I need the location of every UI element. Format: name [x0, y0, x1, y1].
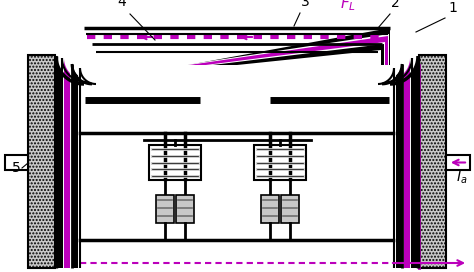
Polygon shape	[56, 28, 418, 268]
Bar	[261, 195, 279, 223]
Bar	[156, 195, 174, 223]
Text: 3: 3	[301, 0, 310, 9]
Polygon shape	[72, 44, 402, 268]
Bar	[254, 145, 306, 180]
Text: $F_L$: $F_L$	[340, 0, 356, 13]
Bar	[446, 155, 470, 170]
Bar	[28, 55, 55, 268]
Text: $I_a$: $I_a$	[456, 170, 468, 186]
Polygon shape	[78, 50, 396, 268]
Bar	[176, 195, 194, 223]
Polygon shape	[70, 42, 404, 268]
Polygon shape	[64, 36, 410, 268]
Text: 1: 1	[448, 1, 457, 15]
Bar	[5, 155, 28, 170]
Bar	[79, 65, 395, 240]
Text: 5: 5	[12, 161, 20, 175]
Bar	[419, 55, 446, 268]
Text: 2: 2	[391, 0, 400, 10]
Bar	[281, 195, 299, 223]
Text: 4: 4	[118, 0, 127, 9]
Bar	[56, 28, 418, 268]
Bar	[149, 145, 201, 180]
Polygon shape	[62, 34, 412, 268]
